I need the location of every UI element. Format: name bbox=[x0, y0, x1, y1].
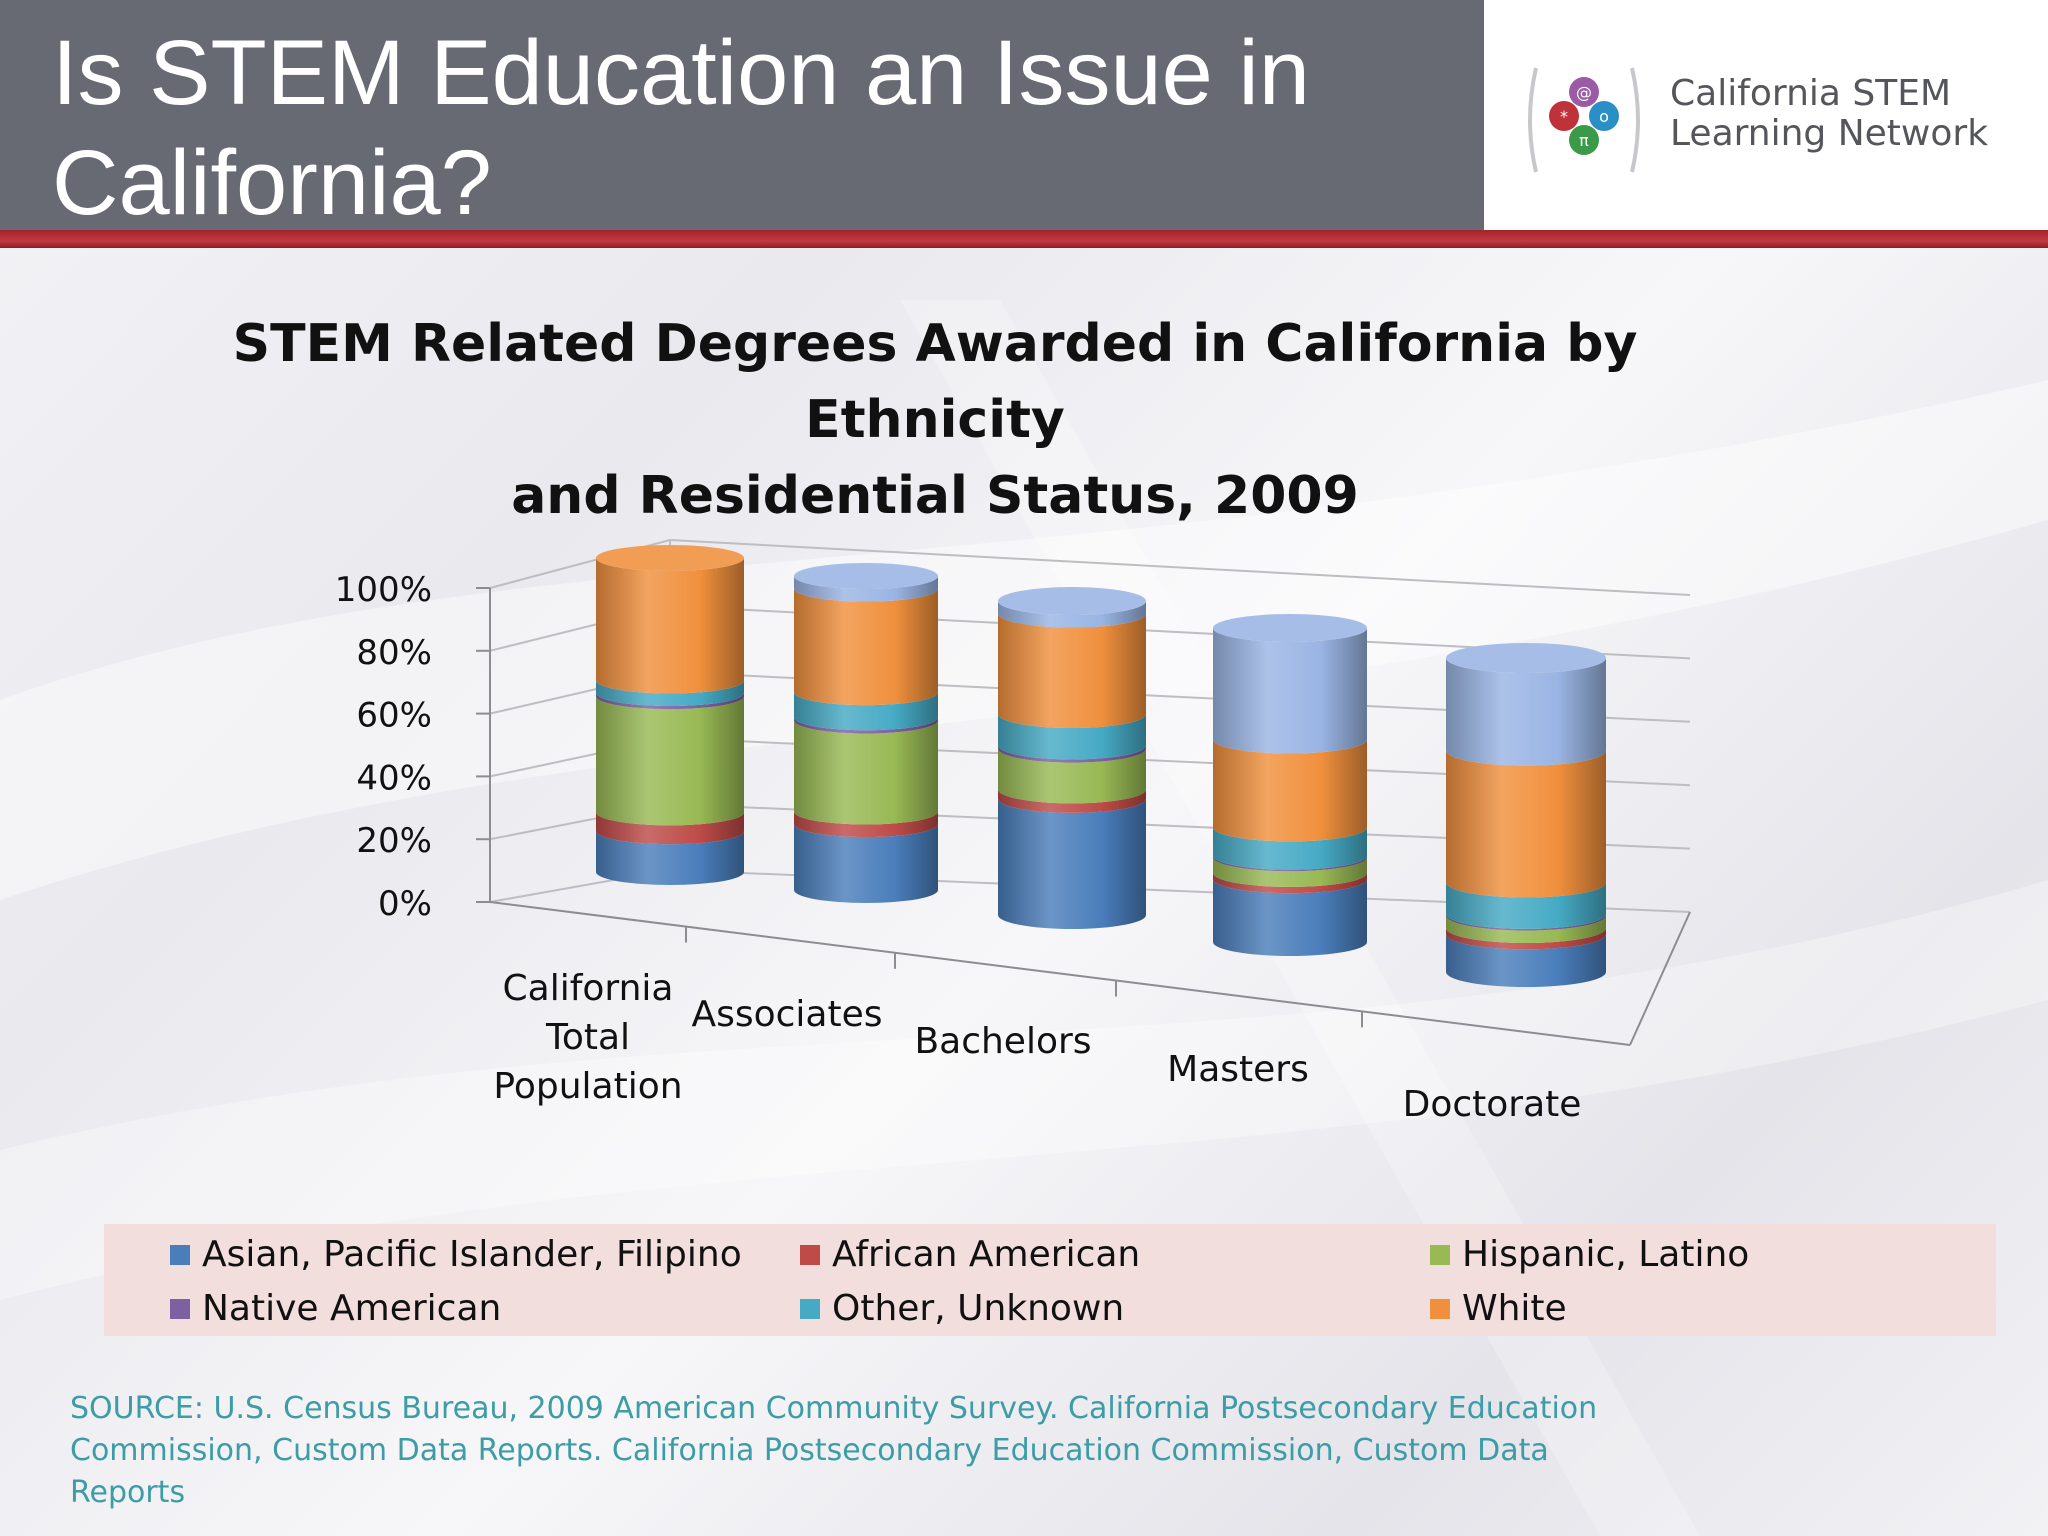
y-tick-label: 60% bbox=[356, 696, 432, 736]
chart-title-line-2: and Residential Status, 2009 bbox=[511, 466, 1359, 526]
bar-segment bbox=[596, 812, 744, 845]
legend-label-native-american: Native American bbox=[202, 1288, 502, 1329]
grid-line bbox=[669, 539, 1691, 596]
slide-title-line-2: California? bbox=[52, 132, 492, 234]
bar-segment bbox=[794, 717, 938, 734]
legend-label-hispanic: Hispanic, Latino bbox=[1462, 1234, 1750, 1275]
bar-segment bbox=[998, 789, 1146, 813]
legend-label-white: White bbox=[1462, 1288, 1567, 1329]
legend-swatch-african-american bbox=[800, 1244, 820, 1265]
source-note: SOURCE: U.S. Census Bureau, 2009 America… bbox=[70, 1388, 1670, 1514]
chart-title-line-1: STEM Related Degrees Awarded in Californ… bbox=[232, 314, 1638, 450]
bar-segment bbox=[1446, 658, 1606, 766]
bar-segment bbox=[596, 696, 744, 826]
y-tick-label: 100% bbox=[335, 570, 432, 610]
floor-right-edge bbox=[1629, 911, 1691, 1046]
svg-text:π: π bbox=[1579, 131, 1589, 150]
bar-segment bbox=[1446, 928, 1606, 950]
bar-segment bbox=[1213, 739, 1367, 842]
logo-name: California STEM Learning Network bbox=[1670, 74, 2030, 154]
x-tick-label: California Total Population bbox=[493, 968, 682, 1107]
legend-swatch-asian bbox=[170, 1244, 190, 1265]
bar-segment bbox=[794, 824, 938, 903]
legend-swatch-native-american bbox=[170, 1298, 190, 1319]
chart-title: STEM Related Degrees Awarded in Californ… bbox=[150, 306, 1720, 534]
bar-top bbox=[998, 587, 1146, 615]
legend-label-other: Other, Unknown bbox=[832, 1288, 1125, 1329]
legend-swatch-other bbox=[800, 1298, 820, 1319]
bar-segment bbox=[794, 588, 938, 706]
bar-segment bbox=[998, 798, 1146, 929]
x-tick-label: Bachelors bbox=[914, 1021, 1091, 1062]
legend-item-asian: Asian, Pacific Islander, Filipino bbox=[170, 1234, 742, 1275]
y-tick-label: 0% bbox=[378, 884, 432, 924]
legend-swatch-white bbox=[1430, 1298, 1450, 1319]
logo-name-line-1: California STEM bbox=[1670, 73, 1952, 114]
x-tick-label: Doctorate bbox=[1403, 1084, 1582, 1125]
bar-segment bbox=[794, 720, 938, 825]
legend-swatch-hispanic bbox=[1430, 1244, 1450, 1265]
logo-area: @ * o π California STEM Learning Network bbox=[1484, 0, 2048, 230]
bar-segment bbox=[596, 680, 744, 707]
bar-segment bbox=[1213, 628, 1367, 754]
legend-item-hispanic: Hispanic, Latino bbox=[1430, 1234, 1749, 1275]
bar-segment bbox=[596, 558, 744, 694]
y-tick-label: 40% bbox=[356, 758, 432, 798]
bar-segment bbox=[596, 831, 744, 885]
logo-name-line-2: Learning Network bbox=[1670, 113, 1989, 154]
stem-network-logo-icon: @ * o π bbox=[1528, 67, 1640, 173]
slide-title-line-1: Is STEM Education an Issue in bbox=[52, 22, 1310, 124]
svg-text:o: o bbox=[1599, 107, 1609, 126]
slide-header: Is STEM Education an Issue in California… bbox=[0, 0, 1484, 234]
legend-item-other: Other, Unknown bbox=[800, 1288, 1124, 1329]
bar-segment bbox=[998, 745, 1146, 763]
x-tick-label: Associates bbox=[691, 994, 882, 1035]
source-line-1: SOURCE: U.S. Census Bureau, 2009 America… bbox=[70, 1391, 1598, 1426]
y-tick-label: 80% bbox=[356, 633, 432, 673]
bar-segment bbox=[794, 692, 938, 731]
y-tick-label: 20% bbox=[356, 821, 432, 861]
svg-text:*: * bbox=[1560, 107, 1568, 126]
bar-segment bbox=[998, 601, 1146, 628]
legend-item-african-american: African American bbox=[800, 1234, 1140, 1275]
legend-label-asian: Asian, Pacific Islander, Filipino bbox=[202, 1234, 742, 1275]
source-line-2: Commission, Custom Data Reports. Califor… bbox=[70, 1433, 1549, 1510]
legend-item-native-american: Native American bbox=[170, 1288, 501, 1329]
bar-segment bbox=[794, 576, 938, 602]
legend-item-white: White bbox=[1430, 1288, 1567, 1329]
svg-text:@: @ bbox=[1576, 83, 1592, 102]
bar-segment bbox=[998, 714, 1146, 760]
bar-segment bbox=[1446, 934, 1606, 987]
chart-legend: Asian, Pacific Islander, Filipino Africa… bbox=[104, 1224, 1996, 1336]
bar-segment bbox=[1213, 827, 1367, 870]
bar-top bbox=[794, 563, 938, 589]
bar-top bbox=[1446, 643, 1606, 673]
x-tick-label: Masters bbox=[1167, 1049, 1309, 1090]
bar-segment bbox=[1446, 915, 1606, 944]
bar-segment bbox=[1213, 872, 1367, 894]
bar-segment bbox=[794, 811, 938, 838]
bar-top bbox=[596, 545, 744, 571]
bar-segment bbox=[998, 748, 1146, 804]
bar-top bbox=[1213, 614, 1367, 642]
bar-segment bbox=[1213, 857, 1367, 887]
legend-label-african-american: African American bbox=[832, 1234, 1141, 1275]
slide-title: Is STEM Education an Issue in California… bbox=[52, 18, 1452, 238]
bar-segment bbox=[1213, 879, 1367, 956]
bar-segment bbox=[596, 693, 744, 710]
header-accent-bar bbox=[0, 230, 2048, 248]
x-axis-line bbox=[489, 901, 1631, 1046]
bar-segment bbox=[1446, 750, 1606, 898]
bar-segment bbox=[998, 613, 1146, 729]
bar-segment bbox=[1446, 882, 1606, 929]
